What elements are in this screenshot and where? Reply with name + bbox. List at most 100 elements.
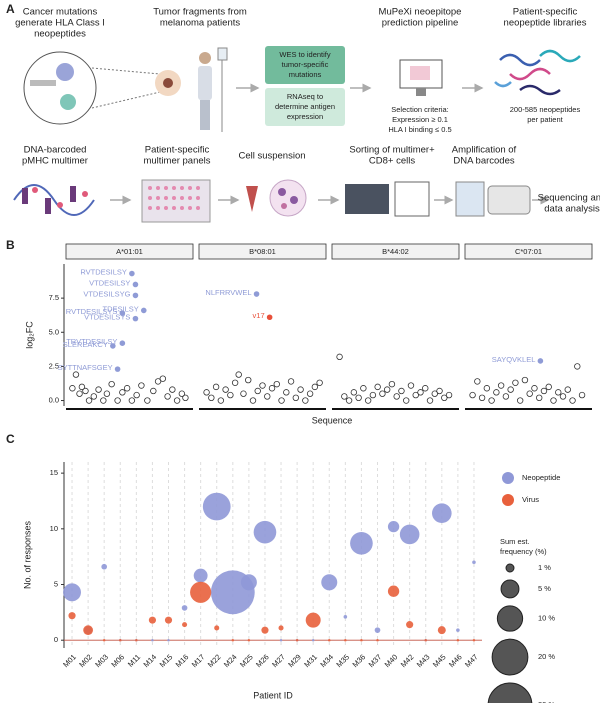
box-label: WES to identify — [279, 50, 331, 59]
point — [268, 385, 276, 392]
labeled-point — [119, 310, 126, 316]
point — [164, 393, 171, 400]
point — [507, 386, 514, 393]
panel-label: A — [6, 2, 15, 16]
x-tick-label: M42 — [399, 652, 416, 669]
bubble — [167, 638, 170, 642]
size-legend-circle — [500, 579, 520, 599]
x-tick-label: M02 — [77, 652, 94, 669]
step-label: DNA-barcoded — [24, 145, 87, 156]
bubble — [101, 563, 108, 570]
labeled-point — [132, 315, 139, 322]
point — [182, 394, 189, 402]
bubble — [240, 574, 257, 591]
x-tick-label: M37 — [367, 652, 384, 669]
point — [283, 389, 290, 396]
bubble — [387, 585, 400, 597]
point — [245, 376, 252, 384]
labeled-point — [140, 307, 147, 314]
point — [203, 389, 210, 396]
step-label: generate HLA Class I — [15, 18, 105, 29]
point — [417, 389, 424, 396]
point — [483, 385, 491, 392]
bubble — [360, 638, 363, 642]
bubble — [456, 628, 460, 632]
size-legend-circle — [487, 682, 533, 703]
bubble — [182, 622, 188, 628]
x-tick-label: M35 — [334, 652, 351, 669]
point — [550, 397, 557, 404]
point-label: SLEREAKCY — [63, 340, 108, 349]
bubble — [437, 626, 446, 635]
point — [497, 382, 505, 389]
point — [292, 394, 300, 402]
note: HLA I binding ≤ 0.5 — [388, 125, 451, 134]
x-tick-label: M29 — [286, 652, 303, 669]
point — [574, 363, 581, 370]
bubble — [83, 625, 94, 636]
point — [502, 393, 510, 400]
bubble — [214, 625, 220, 631]
point — [360, 385, 367, 392]
bubble — [63, 583, 81, 602]
point — [336, 353, 343, 361]
y-tick-label: 15 — [50, 468, 58, 477]
point — [178, 390, 186, 397]
step-label: CD8+ cells — [369, 156, 415, 167]
step-label: prediction pipeline — [382, 18, 459, 29]
point — [426, 397, 434, 404]
point — [531, 385, 538, 392]
point — [144, 397, 151, 404]
x-tick-label: M03 — [93, 652, 110, 669]
point — [169, 386, 176, 393]
box-label: tumor-specific — [282, 60, 329, 69]
bubble — [278, 625, 284, 631]
size-legend-label: 20 % — [538, 652, 555, 661]
point — [82, 387, 89, 395]
step-label: Tumor fragments from — [153, 7, 247, 18]
bubble — [328, 638, 331, 642]
bubble — [247, 638, 251, 642]
point — [114, 397, 121, 404]
bubble — [119, 638, 122, 642]
bubble — [311, 638, 315, 642]
x-tick-label: M11 — [126, 652, 142, 668]
point — [103, 390, 111, 397]
facet-strip — [331, 243, 460, 260]
step-label: neopeptide libraries — [504, 18, 587, 29]
point — [422, 385, 429, 392]
y-tick-label: 7.5 — [49, 293, 59, 302]
point-label: NLFRRVWEL — [205, 288, 251, 297]
box-label: determine antigen — [275, 102, 335, 111]
x-tick-label: M26 — [254, 652, 271, 669]
point — [264, 393, 271, 400]
point — [316, 379, 323, 386]
bubble — [376, 638, 379, 642]
legend-label: Neopeptide — [522, 473, 560, 482]
step-label: MuPeXi neoepitope — [379, 7, 462, 18]
point — [445, 391, 453, 399]
step-label: DNA barcodes — [453, 156, 515, 167]
point — [278, 397, 285, 404]
step-label: Patient-specific — [513, 7, 578, 18]
x-tick-label: M47 — [463, 652, 480, 669]
x-tick-label: M27 — [270, 652, 287, 669]
step-label: Amplification of — [452, 145, 517, 156]
point — [516, 397, 524, 404]
point — [393, 393, 400, 400]
note: Expression ≥ 0.1 — [392, 115, 448, 124]
step-label: pMHC multimer — [22, 156, 88, 167]
x-tick-label: M06 — [109, 652, 126, 669]
point — [173, 397, 181, 404]
y-tick-label: 0 — [54, 635, 58, 644]
point-label: VTDESILSY — [89, 278, 130, 287]
size-legend-title: Sum est. — [500, 537, 530, 546]
point — [212, 383, 220, 391]
point — [72, 371, 80, 378]
box-label: expression — [287, 112, 323, 121]
bubble — [135, 638, 138, 642]
point — [379, 390, 386, 397]
bubble — [305, 612, 321, 628]
point — [569, 397, 576, 404]
